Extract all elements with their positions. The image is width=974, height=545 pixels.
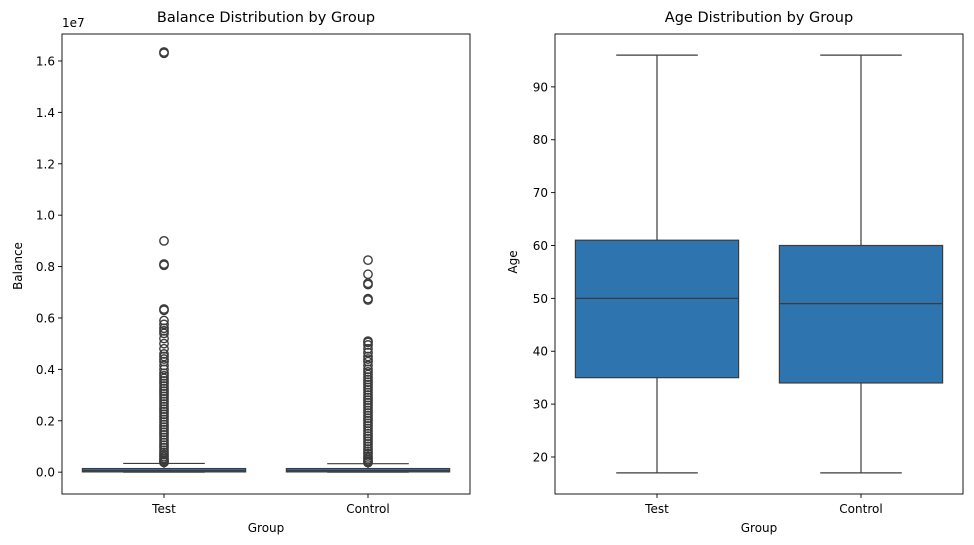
outlier-point (363, 269, 373, 280)
y-offset-label: 1e7 (62, 16, 85, 30)
outlier-point (159, 304, 169, 314)
plot-area: 0.0 0.2 0.4 0.6 0.8 1.0 1.2 1.4 1.6 Test Control (36, 33, 471, 516)
axes-frame (554, 33, 964, 495)
outlier-point (159, 349, 169, 359)
outlier-point (159, 315, 169, 326)
x-tick-label: Control (346, 502, 389, 516)
outlier-point (363, 293, 373, 304)
y-axis-label: Age (506, 250, 520, 273)
y-tick-label: 50 (533, 292, 548, 306)
y-tick-label: 0.2 (36, 414, 55, 428)
outlier-point (159, 235, 169, 246)
y-tick-label: 1.6 (36, 54, 55, 68)
outlier-point (363, 336, 373, 346)
outlier-point (159, 47, 169, 57)
box-test (574, 239, 740, 379)
outlier-point (363, 340, 373, 350)
y-tick-label: 1.0 (36, 209, 55, 223)
y-tick-label: 0.4 (36, 363, 55, 377)
x-tick-label: Test (644, 502, 669, 516)
y-tick-label: 70 (533, 186, 548, 200)
y-tick-label: 40 (533, 345, 548, 359)
outlier-point (363, 354, 373, 364)
outlier-point (159, 325, 169, 336)
y-tick-label: 0.6 (36, 311, 55, 325)
box-control (778, 244, 944, 384)
x-tick-label: Test (151, 502, 176, 516)
outlier-point (363, 367, 373, 377)
y-tick-label: 1.2 (36, 157, 55, 171)
chart-title: Age Distribution by Group (665, 10, 853, 26)
y-tick-label: 90 (533, 80, 548, 94)
y-tick-label: 0.0 (36, 466, 55, 480)
outlier-point (159, 370, 169, 381)
plot-area: 20 30 40 50 60 70 80 90 Test Control (533, 33, 964, 516)
chart-title: Balance Distribution by Group (157, 10, 375, 26)
age-chart: Age Distribution by Group Age Group 20 30… (506, 10, 964, 535)
y-tick-label: 1.4 (36, 106, 55, 120)
outlier-point (363, 255, 373, 266)
y-tick-label: 60 (533, 239, 548, 253)
x-axis-label: Group (741, 521, 778, 535)
balance-chart: Balance Distribution by Group 1e7 Balanc… (11, 10, 471, 535)
x-axis-label: Group (248, 521, 285, 535)
outlier-point (159, 319, 169, 330)
outlier-point (159, 259, 169, 269)
axes-frame (61, 33, 471, 495)
outlier-point (159, 338, 169, 349)
y-axis-label: Balance (11, 242, 25, 290)
y-tick-label: 20 (533, 450, 548, 464)
y-tick-label: 30 (533, 398, 548, 412)
outlier-point (159, 343, 169, 354)
x-tick-label: Control (839, 502, 882, 516)
outlier-point (159, 354, 169, 364)
y-tick-label: 80 (533, 133, 548, 147)
y-tick-label: 0.8 (36, 260, 55, 274)
